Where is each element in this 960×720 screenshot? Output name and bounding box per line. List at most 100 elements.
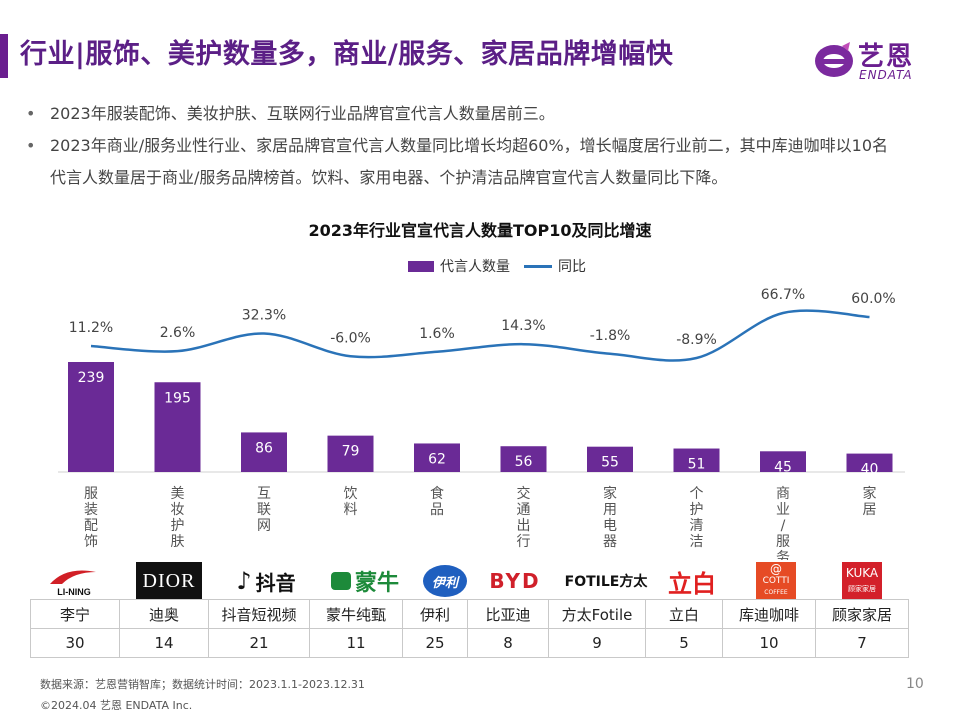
category-label: 个护清洁: [690, 486, 704, 550]
endata-logo-icon: [815, 42, 853, 77]
legend-label-bar: 代言人数量: [440, 259, 510, 275]
brand-table: 李宁 迪奥 抖音短视频 蒙牛纯甄 伊利 比亚迪 方太Fotile 立白 库迪咖啡…: [30, 599, 909, 658]
table-cell: 方太Fotile: [548, 599, 646, 629]
bar-value-label: 45: [774, 459, 792, 475]
yili-logo: 伊利: [422, 562, 468, 600]
bar: [760, 451, 806, 472]
bar: [587, 446, 633, 472]
lining-logo: LI-NING: [30, 562, 118, 600]
combo-chart: 239 195 86 79 62 56 55 51 45 40 11.2% 2.6% 32.3% -6.0…: [58, 287, 905, 560]
bar: [414, 443, 460, 472]
table-row-counts: 30 14 21 11 25 8 9 5 10 7: [30, 628, 909, 658]
growth-label: -1.8%: [590, 328, 631, 344]
bar-value-label: 195: [164, 390, 191, 406]
category-label: 交通出行: [517, 485, 531, 550]
dior-logo: DIOR: [136, 562, 202, 600]
page-title: 行业|服饰、美护数量多，商业/服务、家居品牌增幅快: [20, 39, 674, 70]
table-cell: 迪奥: [119, 599, 209, 629]
growth-label: 60.0%: [851, 291, 895, 307]
table-cell: 9: [548, 628, 646, 658]
douyin-note-icon: ♪: [236, 567, 252, 595]
yili-logo-text: 伊利: [423, 565, 467, 597]
bar: [846, 453, 893, 472]
bar: [241, 432, 287, 472]
cotti-logo-sub: COFFEE: [764, 589, 788, 596]
bar: [68, 362, 114, 472]
table-cell: 30: [30, 628, 120, 658]
bar-value-label: 239: [78, 370, 105, 386]
table-cell: 立白: [645, 599, 723, 629]
category-label: 服装配饰: [84, 486, 98, 550]
cotti-at-icon: @: [770, 562, 782, 576]
brand-logo-row: LI-NING DIOR ♪ 抖音 蒙牛 伊利 BYD FOTILE方太 立白 …: [30, 562, 910, 600]
bar-value-label: 56: [515, 454, 533, 470]
logo-text-en: ENDATA: [859, 68, 913, 82]
table-row-brand-names: 李宁 迪奥 抖音短视频 蒙牛纯甄 伊利 比亚迪 方太Fotile 立白 库迪咖啡…: [30, 599, 909, 629]
legend-line-swatch: [524, 264, 552, 268]
title-accent-bar: [0, 34, 8, 78]
bar-value-label: 40: [861, 462, 879, 478]
bar-value-label: 55: [601, 455, 619, 471]
data-source-note: 数据来源：艺恩营销智库；数据统计时间：2023.1.1-2023.12.31: [40, 678, 365, 691]
growth-label: 1.6%: [419, 326, 455, 342]
table-cell: 14: [119, 628, 209, 658]
bar: [673, 448, 720, 472]
chart-title: 2023年行业官宣代言人数量TOP10及同比增速: [308, 221, 652, 240]
douyin-logo-text: 抖音: [255, 570, 296, 595]
legend-bar-swatch: [408, 260, 434, 272]
table-cell: 10: [722, 628, 816, 658]
mengniu-logo-text: 蒙牛: [354, 571, 399, 596]
table-cell: 11: [309, 628, 403, 658]
libai-logo: 立白: [668, 569, 716, 598]
kuka-logo-sub: 顾家家居: [848, 585, 876, 593]
bar: [500, 446, 547, 472]
bar-value-label: 51: [688, 457, 706, 473]
category-label: 互联网: [257, 486, 271, 534]
bar: [327, 435, 374, 472]
growth-line: [90, 309, 870, 362]
endata-logo: 艺恩 ENDATA: [812, 36, 942, 86]
table-cell: 21: [208, 628, 310, 658]
table-cell: 李宁: [30, 599, 120, 629]
legend-label-line: 同比: [558, 259, 586, 275]
growth-label: 66.7%: [761, 287, 805, 303]
bullet-item: 2023年服装配饰、美妆护肤、互联网行业品牌官宣代言人数量居前三。: [22, 98, 902, 130]
category-label: 家居: [863, 485, 877, 518]
table-cell: 7: [815, 628, 909, 658]
byd-logo: BYD: [489, 569, 541, 593]
growth-label: 32.3%: [242, 307, 286, 323]
table-cell: 5: [645, 628, 723, 658]
category-label: 家用电器: [603, 485, 617, 550]
table-cell: 抖音短视频: [208, 599, 310, 629]
bar-value-label: 79: [342, 444, 360, 460]
growth-label: 2.6%: [160, 325, 196, 341]
category-label: 食品: [430, 485, 444, 518]
growth-label: -6.0%: [330, 330, 371, 346]
cotti-logo: @ COTTI COFFEE: [754, 562, 798, 600]
page-number: 10: [906, 676, 924, 692]
category-label: 饮料: [344, 486, 358, 518]
growth-label: 11.2%: [69, 320, 113, 336]
kuka-logo: KUKA 顾家家居: [842, 562, 882, 600]
bullet-list: 2023年服装配饰、美妆护肤、互联网行业品牌官宣代言人数量居前三。 2023年商…: [22, 98, 902, 194]
douyin-logo: ♪ 抖音: [216, 562, 316, 600]
copyright-note: ©2024.04 艺恩 ENDATA Inc.: [40, 699, 193, 712]
fotile-logo: FOTILE方太: [564, 574, 648, 590]
bar: [154, 382, 201, 472]
growth-label: 14.3%: [501, 318, 545, 334]
table-cell: 25: [402, 628, 468, 658]
category-label: 商业/服务: [776, 486, 790, 560]
mengniu-logo: 蒙牛: [320, 562, 410, 600]
bar-value-label: 62: [428, 451, 446, 467]
cotti-logo-text: COTTI: [762, 576, 790, 586]
table-cell: 8: [467, 628, 549, 658]
table-cell: 蒙牛纯甄: [309, 599, 403, 629]
bar-value-label: 86: [255, 440, 273, 456]
mengniu-cow-icon: [330, 572, 351, 590]
growth-label: -8.9%: [676, 332, 717, 348]
table-cell: 比亚迪: [467, 599, 549, 629]
category-label: 美妆护肤: [171, 486, 185, 550]
bullet-item: 2023年商业/服务业性行业、家居品牌官宣代言人数量同比增长均超60%，增长幅度…: [22, 130, 902, 194]
table-cell: 伊利: [402, 599, 468, 629]
table-cell: 顾家家居: [815, 599, 909, 629]
